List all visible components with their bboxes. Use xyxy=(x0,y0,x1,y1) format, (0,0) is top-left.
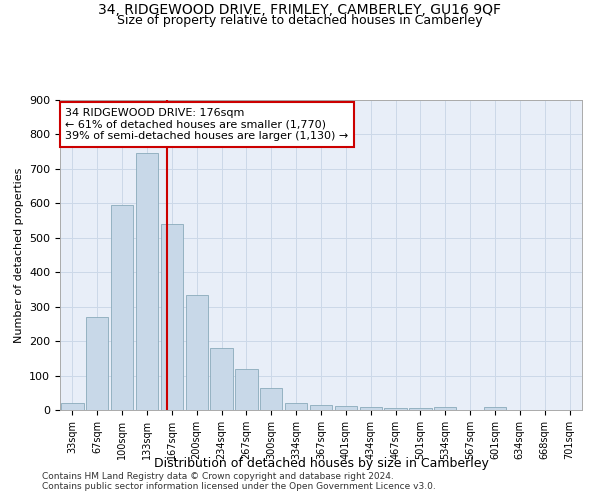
Bar xyxy=(260,388,283,410)
Text: Size of property relative to detached houses in Camberley: Size of property relative to detached ho… xyxy=(117,14,483,27)
Bar xyxy=(111,205,133,410)
Text: 34 RIDGEWOOD DRIVE: 176sqm
← 61% of detached houses are smaller (1,770)
39% of s: 34 RIDGEWOOD DRIVE: 176sqm ← 61% of deta… xyxy=(65,108,349,141)
Text: Distribution of detached houses by size in Camberley: Distribution of detached houses by size … xyxy=(154,458,488,470)
Bar xyxy=(484,406,506,410)
Bar xyxy=(235,368,257,410)
Bar xyxy=(409,408,431,410)
Bar xyxy=(86,317,109,410)
Bar xyxy=(310,405,332,410)
Text: 34, RIDGEWOOD DRIVE, FRIMLEY, CAMBERLEY, GU16 9QF: 34, RIDGEWOOD DRIVE, FRIMLEY, CAMBERLEY,… xyxy=(98,2,502,16)
Text: Contains HM Land Registry data © Crown copyright and database right 2024.: Contains HM Land Registry data © Crown c… xyxy=(42,472,394,481)
Bar xyxy=(211,348,233,410)
Bar xyxy=(185,294,208,410)
Bar xyxy=(335,406,357,410)
Bar xyxy=(434,407,457,410)
Bar xyxy=(359,407,382,410)
Bar xyxy=(61,403,83,410)
Bar xyxy=(161,224,183,410)
Bar xyxy=(136,154,158,410)
Y-axis label: Number of detached properties: Number of detached properties xyxy=(14,168,23,342)
Bar xyxy=(285,403,307,410)
Text: Contains public sector information licensed under the Open Government Licence v3: Contains public sector information licen… xyxy=(42,482,436,491)
Bar xyxy=(385,408,407,410)
